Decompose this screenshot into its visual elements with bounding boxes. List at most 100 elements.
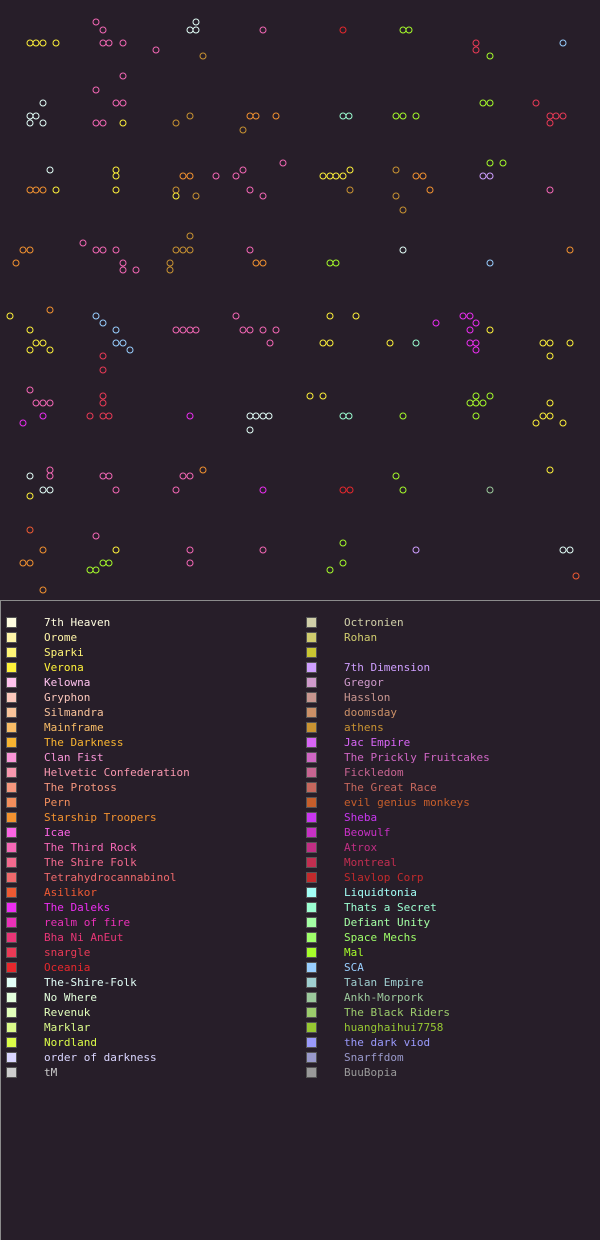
- planet-marker[interactable]: [259, 326, 267, 334]
- planet-marker[interactable]: [99, 119, 107, 127]
- planet-marker[interactable]: [99, 26, 107, 34]
- planet-marker[interactable]: [232, 312, 240, 320]
- planet-marker[interactable]: [559, 39, 567, 47]
- planet-marker[interactable]: [26, 186, 34, 194]
- planet-marker[interactable]: [472, 46, 480, 54]
- planet-marker[interactable]: [392, 472, 400, 480]
- planet-marker[interactable]: [566, 339, 574, 347]
- planet-marker[interactable]: [466, 339, 474, 347]
- planet-marker[interactable]: [552, 112, 560, 120]
- planet-marker[interactable]: [26, 386, 34, 394]
- planet-marker[interactable]: [172, 486, 180, 494]
- planet-marker[interactable]: [546, 119, 554, 127]
- planet-marker[interactable]: [332, 259, 340, 267]
- planet-marker[interactable]: [12, 259, 20, 267]
- planet-marker[interactable]: [52, 39, 60, 47]
- planet-marker[interactable]: [99, 399, 107, 407]
- planet-marker[interactable]: [259, 546, 267, 554]
- planet-marker[interactable]: [186, 246, 194, 254]
- planet-marker[interactable]: [339, 412, 347, 420]
- planet-marker[interactable]: [546, 399, 554, 407]
- planet-marker[interactable]: [386, 339, 394, 347]
- planet-marker[interactable]: [472, 319, 480, 327]
- planet-marker[interactable]: [559, 112, 567, 120]
- planet-marker[interactable]: [399, 112, 407, 120]
- planet-marker[interactable]: [332, 172, 340, 180]
- planet-marker[interactable]: [279, 159, 287, 167]
- planet-marker[interactable]: [186, 546, 194, 554]
- planet-marker[interactable]: [132, 266, 140, 274]
- planet-marker[interactable]: [486, 326, 494, 334]
- planet-marker[interactable]: [326, 566, 334, 574]
- planet-marker[interactable]: [486, 259, 494, 267]
- planet-marker[interactable]: [46, 166, 54, 174]
- planet-marker[interactable]: [259, 192, 267, 200]
- planet-marker[interactable]: [119, 119, 127, 127]
- planet-marker[interactable]: [92, 86, 100, 94]
- planet-marker[interactable]: [46, 346, 54, 354]
- planet-marker[interactable]: [186, 172, 194, 180]
- planet-marker[interactable]: [486, 172, 494, 180]
- planet-marker[interactable]: [212, 172, 220, 180]
- planet-marker[interactable]: [272, 326, 280, 334]
- planet-marker[interactable]: [39, 546, 47, 554]
- planet-marker[interactable]: [412, 112, 420, 120]
- planet-marker[interactable]: [92, 18, 100, 26]
- planet-marker[interactable]: [265, 412, 273, 420]
- planet-marker[interactable]: [26, 492, 34, 500]
- planet-marker[interactable]: [92, 312, 100, 320]
- planet-marker[interactable]: [419, 172, 427, 180]
- planet-marker[interactable]: [39, 186, 47, 194]
- planet-marker[interactable]: [472, 339, 480, 347]
- planet-marker[interactable]: [532, 99, 540, 107]
- planet-marker[interactable]: [92, 246, 100, 254]
- planet-marker[interactable]: [99, 472, 107, 480]
- planet-marker[interactable]: [246, 326, 254, 334]
- planet-marker[interactable]: [119, 339, 127, 347]
- planet-marker[interactable]: [232, 172, 240, 180]
- planet-marker[interactable]: [99, 39, 107, 47]
- planet-marker[interactable]: [46, 466, 54, 474]
- planet-marker[interactable]: [99, 366, 107, 374]
- planet-marker[interactable]: [346, 166, 354, 174]
- planet-marker[interactable]: [346, 186, 354, 194]
- planet-marker[interactable]: [99, 246, 107, 254]
- planet-marker[interactable]: [179, 326, 187, 334]
- planet-marker[interactable]: [426, 186, 434, 194]
- planet-marker[interactable]: [99, 352, 107, 360]
- planet-marker[interactable]: [259, 259, 267, 267]
- planet-marker[interactable]: [92, 119, 100, 127]
- planet-marker[interactable]: [32, 399, 40, 407]
- planet-marker[interactable]: [152, 46, 160, 54]
- planet-marker[interactable]: [172, 192, 180, 200]
- planet-marker[interactable]: [172, 326, 180, 334]
- planet-marker[interactable]: [399, 246, 407, 254]
- planet-marker[interactable]: [26, 559, 34, 567]
- planet-marker[interactable]: [246, 412, 254, 420]
- planet-marker[interactable]: [39, 486, 47, 494]
- planet-marker[interactable]: [326, 259, 334, 267]
- planet-marker[interactable]: [92, 566, 100, 574]
- planet-marker[interactable]: [46, 472, 54, 480]
- planet-marker[interactable]: [546, 352, 554, 360]
- planet-marker[interactable]: [246, 246, 254, 254]
- planet-marker[interactable]: [32, 112, 40, 120]
- planet-marker[interactable]: [105, 412, 113, 420]
- planet-marker[interactable]: [172, 246, 180, 254]
- planet-marker[interactable]: [119, 266, 127, 274]
- planet-marker[interactable]: [486, 52, 494, 60]
- planet-marker[interactable]: [186, 26, 194, 34]
- planet-marker[interactable]: [32, 339, 40, 347]
- planet-marker[interactable]: [566, 546, 574, 554]
- planet-marker[interactable]: [252, 112, 260, 120]
- planet-marker[interactable]: [52, 186, 60, 194]
- planet-marker[interactable]: [46, 306, 54, 314]
- planet-marker[interactable]: [392, 112, 400, 120]
- planet-marker[interactable]: [186, 326, 194, 334]
- planet-marker[interactable]: [186, 412, 194, 420]
- planet-marker[interactable]: [566, 246, 574, 254]
- galaxy-map[interactable]: [0, 0, 600, 600]
- planet-marker[interactable]: [119, 72, 127, 80]
- planet-marker[interactable]: [532, 419, 540, 427]
- planet-marker[interactable]: [126, 346, 134, 354]
